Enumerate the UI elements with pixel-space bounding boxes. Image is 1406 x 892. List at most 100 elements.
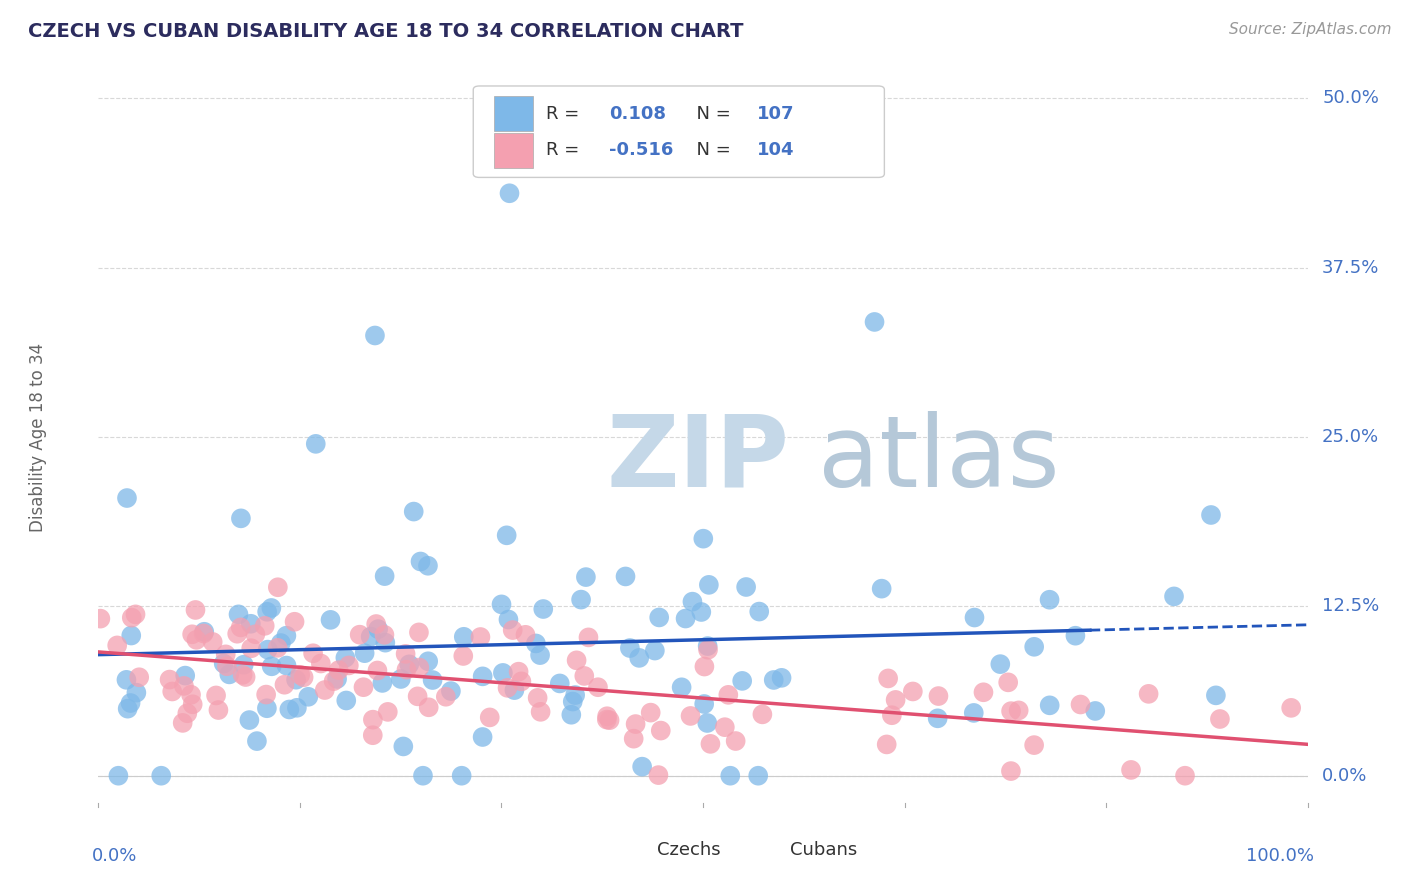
Point: [496, 681, 519, 695]
Point: [267, 580, 290, 594]
Point: [748, 605, 770, 619]
Point: [718, 769, 741, 783]
Point: [173, 679, 195, 693]
Point: [361, 713, 384, 727]
Point: [180, 688, 202, 702]
Point: [731, 673, 754, 688]
Point: [596, 713, 619, 727]
Point: [270, 636, 292, 650]
Point: [526, 690, 548, 705]
Point: [215, 648, 238, 662]
Text: 0.0%: 0.0%: [93, 847, 138, 864]
Text: 50.0%: 50.0%: [1322, 89, 1379, 107]
Point: [305, 437, 328, 451]
Point: [510, 674, 533, 689]
Point: [373, 628, 395, 642]
Point: [184, 603, 207, 617]
Point: [260, 601, 283, 615]
Point: [671, 681, 693, 695]
Point: [988, 657, 1011, 672]
Point: [409, 554, 432, 568]
Point: [193, 626, 215, 640]
Point: [394, 647, 416, 661]
Point: [560, 707, 582, 722]
Text: 25.0%: 25.0%: [1322, 428, 1379, 446]
Point: [408, 625, 430, 640]
Point: [218, 667, 240, 681]
Point: [215, 659, 238, 673]
Point: [586, 680, 609, 694]
Text: 0.108: 0.108: [609, 104, 665, 123]
Point: [529, 648, 551, 662]
Point: [172, 715, 194, 730]
Point: [232, 668, 254, 682]
Point: [125, 686, 148, 700]
Point: [972, 685, 994, 699]
Point: [515, 628, 537, 642]
Text: Disability Age 18 to 34: Disability Age 18 to 34: [30, 343, 46, 532]
Point: [392, 739, 415, 754]
Point: [699, 737, 721, 751]
Point: [1008, 703, 1031, 717]
Point: [498, 186, 520, 201]
Point: [870, 582, 893, 596]
Point: [1209, 712, 1232, 726]
Point: [408, 660, 430, 674]
Point: [735, 580, 758, 594]
Text: Source: ZipAtlas.com: Source: ZipAtlas.com: [1229, 22, 1392, 37]
Point: [290, 668, 312, 682]
Point: [395, 663, 418, 677]
Point: [963, 610, 986, 624]
Text: 0.0%: 0.0%: [1322, 767, 1368, 785]
Point: [471, 730, 494, 744]
Point: [205, 689, 228, 703]
Point: [232, 657, 254, 672]
Point: [1039, 698, 1062, 713]
Point: [495, 528, 517, 542]
Point: [124, 607, 146, 622]
Point: [253, 619, 276, 633]
Point: [1084, 704, 1107, 718]
Point: [105, 639, 128, 653]
Point: [565, 653, 588, 667]
Point: [619, 641, 641, 656]
Point: [361, 728, 384, 742]
Point: [1163, 590, 1185, 604]
Text: Cubans: Cubans: [790, 841, 858, 859]
FancyBboxPatch shape: [474, 86, 884, 178]
Point: [631, 759, 654, 773]
Point: [502, 623, 524, 637]
Point: [1024, 738, 1046, 752]
Point: [762, 673, 785, 687]
Point: [159, 673, 181, 687]
Point: [207, 703, 229, 717]
Point: [276, 658, 298, 673]
Point: [693, 659, 716, 673]
Point: [623, 731, 645, 746]
Point: [366, 617, 388, 632]
Point: [1199, 508, 1222, 522]
FancyBboxPatch shape: [494, 133, 533, 168]
Point: [697, 642, 720, 657]
Point: [1205, 689, 1227, 703]
Point: [1174, 769, 1197, 783]
Point: [614, 569, 637, 583]
Text: CZECH VS CUBAN DISABILITY AGE 18 TO 34 CORRELATION CHART: CZECH VS CUBAN DISABILITY AGE 18 TO 34 C…: [28, 22, 744, 41]
Point: [120, 628, 142, 642]
Point: [693, 697, 716, 711]
Text: Czechs: Czechs: [657, 841, 721, 859]
Point: [1137, 687, 1160, 701]
Point: [1064, 629, 1087, 643]
Point: [640, 706, 662, 720]
Point: [751, 707, 773, 722]
Point: [212, 657, 235, 671]
Point: [229, 511, 252, 525]
Point: [285, 673, 308, 687]
Point: [176, 706, 198, 721]
Point: [229, 620, 252, 634]
Point: [238, 713, 260, 727]
Point: [193, 624, 215, 639]
Point: [256, 605, 278, 619]
Point: [503, 683, 526, 698]
Point: [297, 690, 319, 704]
